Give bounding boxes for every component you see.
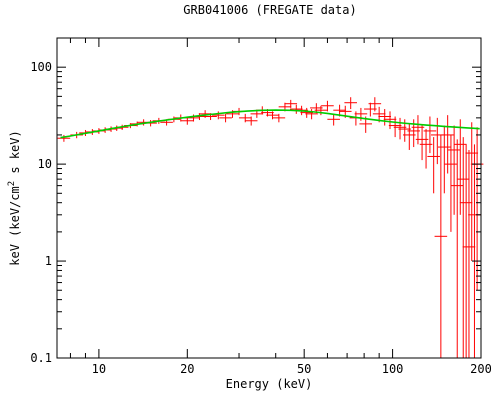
y-tick-label: 1	[45, 254, 52, 268]
chart-title: GRB041006 (FREGATE data)	[183, 3, 356, 17]
data-point	[453, 119, 467, 215]
data-point	[181, 117, 194, 125]
data-point	[368, 97, 382, 112]
data-point	[459, 144, 473, 358]
data-point	[344, 97, 357, 110]
data-point	[456, 137, 470, 358]
y-axis-label-tail: s keV)	[8, 130, 22, 181]
y-tick-label: 100	[30, 60, 52, 74]
x-tick-label: 20	[180, 362, 194, 376]
x-tick-label: 200	[470, 362, 491, 376]
data-point	[450, 139, 464, 358]
y-axis-label-superscript: 2	[7, 181, 17, 186]
data-point	[321, 100, 334, 112]
data-point	[434, 134, 448, 358]
data-point	[423, 116, 437, 154]
x-tick-label: 100	[382, 362, 404, 376]
data-point	[250, 110, 264, 118]
data-point	[468, 144, 481, 358]
data-point	[289, 104, 303, 114]
data-point	[462, 149, 476, 358]
y-axis-label-main: keV (keV/cm	[8, 186, 22, 265]
data-point	[444, 134, 458, 232]
model-layer	[60, 109, 480, 139]
y-axis-label: keV (keV/cm2 s keV)	[7, 130, 22, 265]
data-point	[300, 107, 314, 118]
data-point	[378, 109, 391, 126]
data-point	[465, 122, 479, 262]
data-point	[427, 137, 440, 194]
data-point	[383, 111, 397, 130]
data-point	[441, 115, 454, 174]
data-point	[219, 113, 232, 123]
data-point	[244, 116, 258, 126]
data-point	[57, 134, 71, 142]
data-point	[327, 113, 340, 126]
y-tick-label: 10	[38, 157, 52, 171]
data-point	[438, 125, 451, 194]
data-point	[314, 105, 328, 116]
data-point	[305, 109, 318, 120]
data-point	[211, 111, 225, 120]
x-tick-label: 50	[297, 362, 311, 376]
data-point	[284, 99, 298, 108]
data-point	[272, 113, 286, 123]
data-point	[447, 125, 461, 215]
y-tick-label: 0.1	[30, 351, 52, 365]
data-point	[266, 111, 279, 120]
plot-frame	[56, 37, 482, 359]
x-tick-label: 10	[92, 362, 106, 376]
data-layer	[57, 97, 484, 358]
tick-layer: 10 20 50 100 200 0.1 1 10 100	[30, 37, 491, 376]
x-axis-label: Energy (keV)	[226, 377, 313, 391]
model-line	[60, 109, 480, 139]
